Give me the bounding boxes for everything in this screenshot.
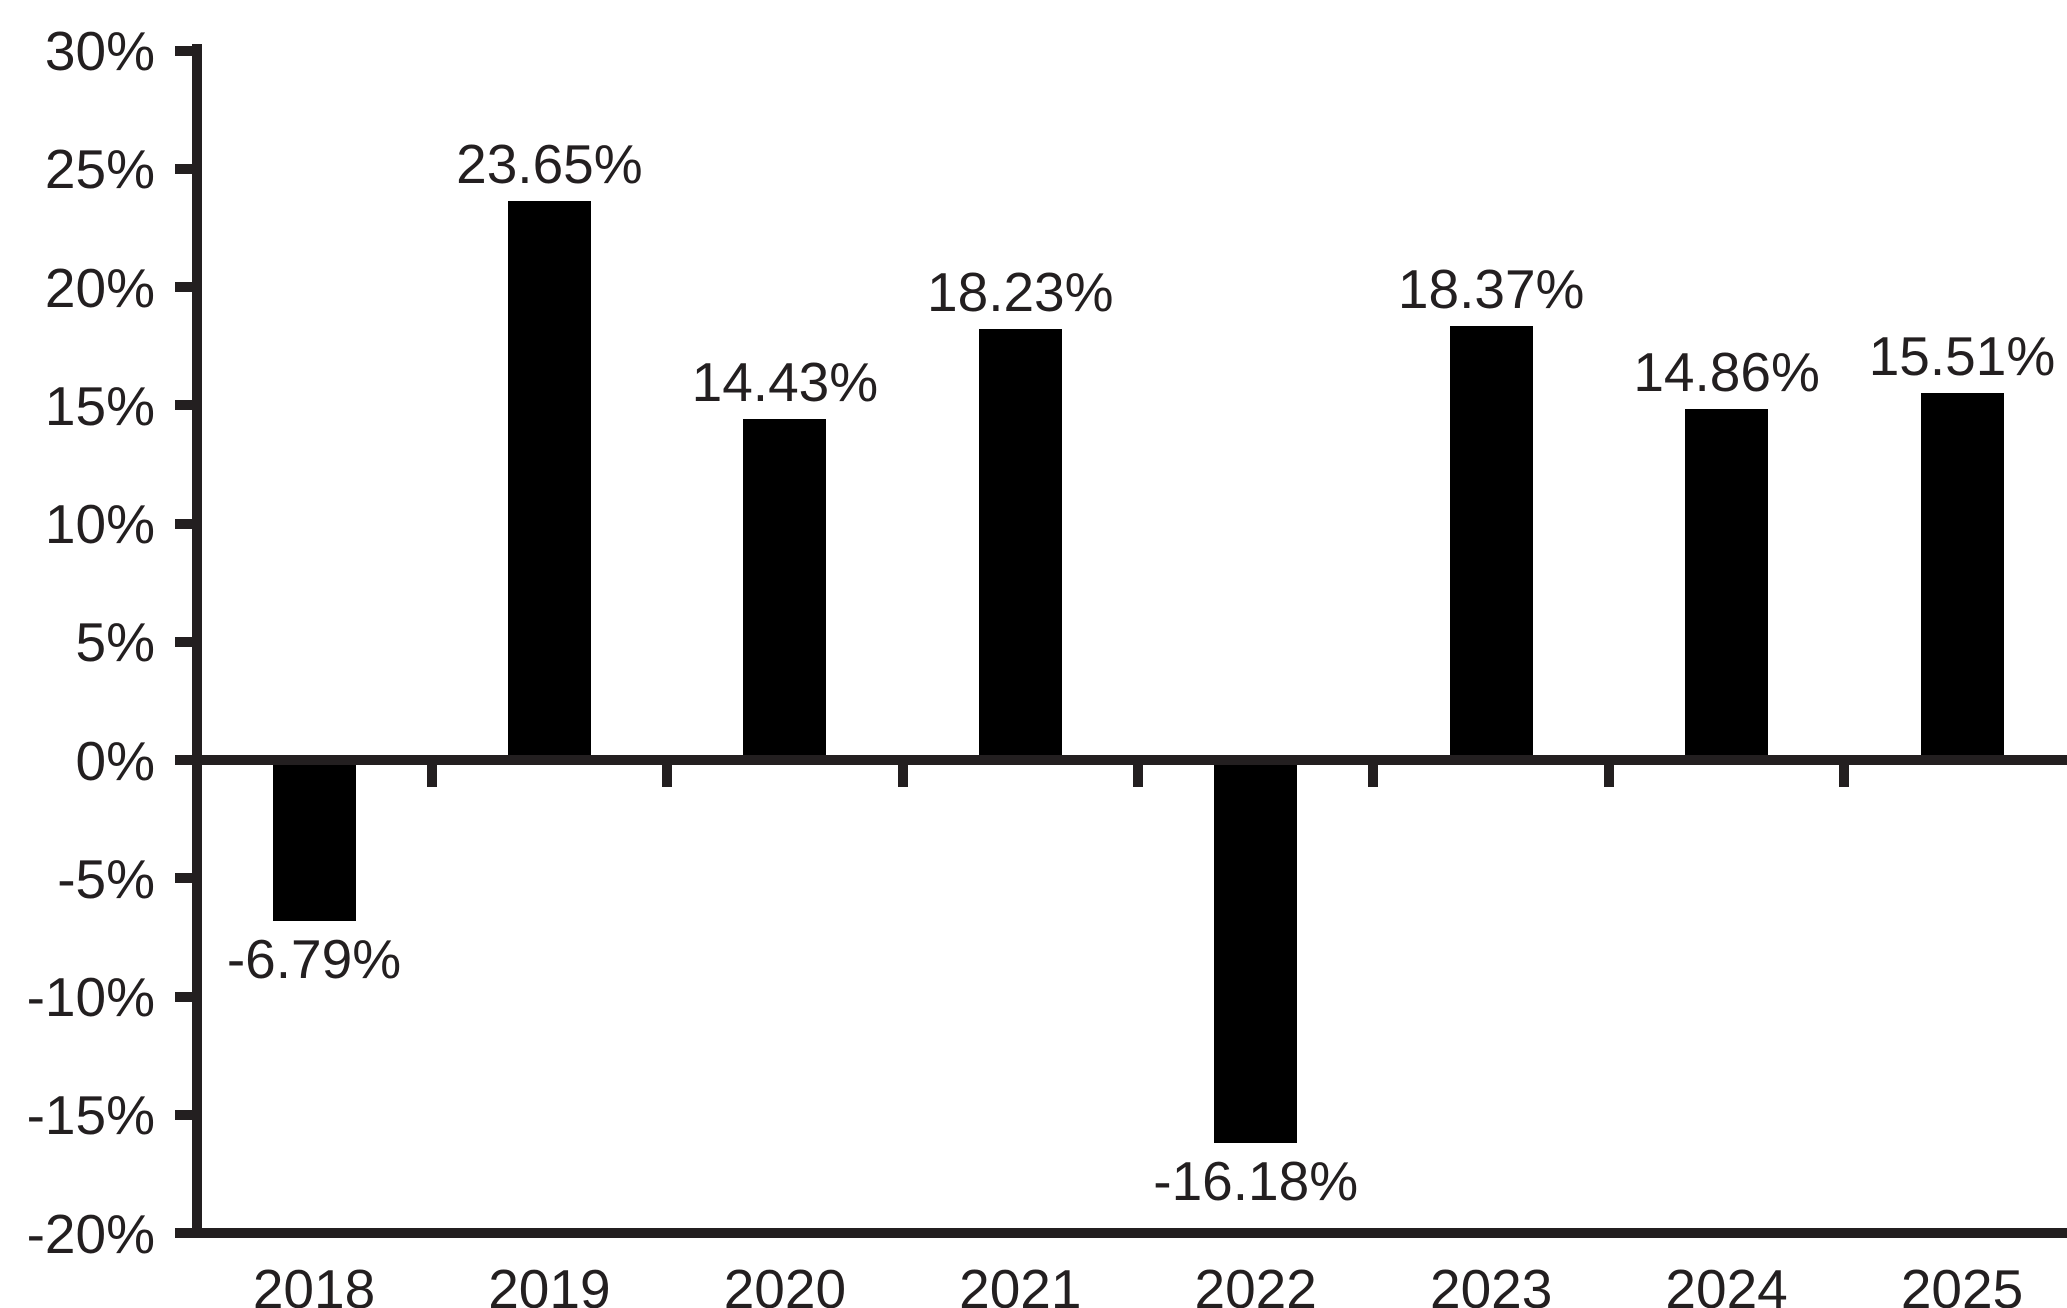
y-tick-label: -5% (57, 847, 155, 910)
y-tick (175, 873, 192, 884)
y-tick (175, 991, 192, 1002)
x-tick (1603, 765, 1614, 787)
y-tick-label: 10% (44, 493, 155, 555)
x-tick (662, 765, 673, 787)
y-tick (175, 1228, 192, 1238)
y-tick (175, 1109, 192, 1120)
x-tick-label: 2024 (1665, 1257, 1788, 1308)
bar-value-label: -16.18% (1153, 1149, 1359, 1212)
x-tick (1368, 765, 1379, 787)
y-tick-label: 30% (44, 20, 155, 82)
bar-2023 (1449, 325, 1533, 760)
bar-2021 (978, 328, 1062, 760)
x-tick (1133, 765, 1143, 787)
bar-value-label: 18.37% (1397, 257, 1585, 320)
zero-baseline (192, 755, 2067, 765)
x-tick (897, 765, 908, 787)
y-tick (175, 163, 192, 174)
y-tick-label: 5% (75, 611, 156, 674)
bar-value-label: -6.79% (226, 927, 402, 990)
bar-2020 (743, 418, 827, 760)
x-tick-label: 2022 (1194, 1257, 1317, 1308)
bar-value-label: 14.43% (691, 350, 879, 413)
y-tick (175, 45, 192, 56)
bar-value-label: 14.86% (1633, 340, 1820, 403)
y-tick-label: -15% (26, 1084, 155, 1147)
x-axis-line (192, 1228, 2067, 1238)
bar-value-label: 18.23% (927, 260, 1114, 323)
y-tick (175, 282, 192, 292)
y-tick (175, 400, 192, 411)
y-tick-label: 15% (44, 374, 155, 437)
x-tick-label: 2023 (1430, 1257, 1553, 1308)
y-tick (175, 636, 192, 647)
bar-value-label: 23.65% (456, 132, 643, 195)
y-tick-label: 0% (75, 729, 156, 792)
bar-2019 (507, 200, 591, 760)
x-tick-label: 2025 (1900, 1257, 2024, 1308)
bar-2024 (1685, 408, 1769, 760)
bar-2022 (1214, 760, 1298, 1143)
y-tick (175, 518, 192, 529)
x-tick-label: 2019 (488, 1257, 611, 1308)
bar-2025 (1920, 393, 2004, 760)
y-tick (175, 755, 192, 765)
y-tick-label: 25% (44, 138, 155, 201)
bar-2018 (272, 760, 356, 921)
x-tick-label: 2018 (252, 1257, 376, 1308)
y-tick-label: -10% (26, 966, 155, 1028)
x-tick-label: 2020 (723, 1257, 847, 1308)
y-tick-label: -20% (26, 1202, 155, 1265)
bar-value-label: 15.51% (1868, 325, 2056, 388)
x-tick-label: 2021 (959, 1257, 1082, 1308)
y-axis-line (192, 44, 202, 1238)
x-tick (1839, 765, 1850, 787)
y-tick-label: 20% (44, 256, 155, 319)
x-tick (426, 765, 437, 787)
